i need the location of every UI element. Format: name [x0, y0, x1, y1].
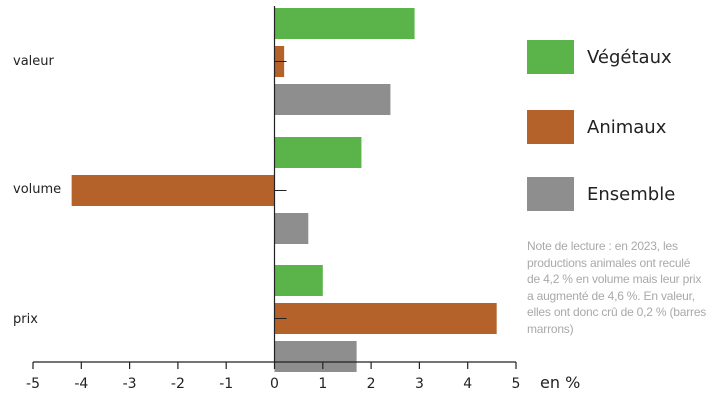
legend-label-vegetaux: Végétaux [587, 46, 672, 68]
legend-swatch-vegetaux [527, 40, 574, 74]
reading-note-line: productions animales ont reculé [527, 255, 691, 270]
bar-valeur-vegetaux [274, 8, 415, 39]
reading-note-line: elles ont donc crû de 0,2 % (barres [527, 305, 707, 319]
reading-note: Note de lecture : en 2023, les productio… [527, 238, 715, 337]
x-tick-label: 3 [415, 376, 424, 392]
x-tick-label: -1 [219, 376, 233, 392]
x-tick-label: -5 [26, 376, 40, 392]
bar-prix-animaux [274, 303, 497, 334]
reading-note-line: marrons) [527, 321, 574, 336]
category-label-volume: volume [13, 182, 61, 197]
bar-volume-vegetaux [274, 137, 362, 168]
x-tick-label: 1 [318, 376, 327, 392]
legend-swatch-animaux [527, 110, 574, 144]
category-label-prix: prix [13, 312, 38, 327]
bar-prix-ensemble [274, 341, 357, 372]
x-tick-label: -3 [123, 376, 137, 392]
x-tick-label: -4 [74, 376, 88, 392]
bar-prix-vegetaux [274, 265, 323, 296]
bar-valeur-ensemble [274, 84, 391, 115]
legend-item-ensemble: Ensemble [527, 177, 675, 211]
x-axis-unit-label: en % [540, 373, 580, 392]
x-tick-label: 0 [270, 376, 279, 392]
legend-label-animaux: Animaux [587, 116, 667, 138]
category-label-valeur: valeur [13, 54, 55, 69]
reading-note-line: Note de lecture : en 2023, les [527, 239, 678, 253]
legend-label-ensemble: Ensemble [587, 183, 676, 205]
reading-note-line: a augmenté de 4,6 %. En valeur, [527, 288, 695, 303]
x-tick-label: 5 [512, 376, 521, 392]
x-tick-label: -2 [171, 376, 185, 392]
reading-note-line: de 4,2 % en volume mais leur prix [527, 272, 702, 286]
bar-volume-animaux [71, 175, 275, 206]
x-tick-label: 4 [463, 376, 472, 392]
bar-volume-ensemble [274, 213, 309, 244]
legend-swatch-ensemble [527, 177, 574, 211]
legend-item-vegetaux: Végétaux [527, 40, 672, 74]
legend-item-animaux: Animaux [527, 110, 666, 144]
x-tick-label: 2 [367, 376, 376, 392]
